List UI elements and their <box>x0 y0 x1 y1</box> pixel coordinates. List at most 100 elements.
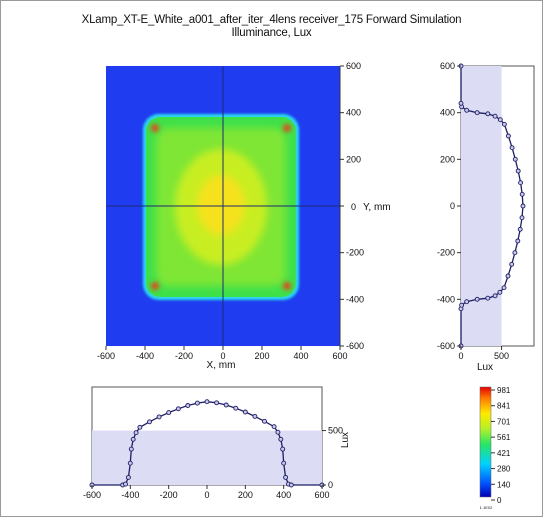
profile-point <box>283 474 289 480</box>
map-y-tick-label: 600 <box>346 61 361 71</box>
horizontal-y-tick-label: 0 <box>328 480 333 490</box>
profile-point <box>194 400 200 406</box>
colorbar-ticks: 981 841 701 561 421 280 140 0 <box>491 386 511 505</box>
colorbar-tick-label: 981 <box>497 386 511 395</box>
map-y-axis: 600 400 200 -200 -400 -600 0 <box>339 61 364 351</box>
map-x-tick-label: -600 <box>97 351 115 361</box>
profile-point <box>281 460 287 466</box>
colorbar-tick-label: 841 <box>497 402 511 411</box>
map-x-tick-label: -400 <box>136 351 154 361</box>
vertical-y-tick-label: -600 <box>437 341 455 351</box>
colorbar-tick-label: 280 <box>497 465 511 474</box>
profile-point <box>271 424 277 430</box>
corner-peak-top-right <box>283 124 291 132</box>
profile-point <box>505 133 511 139</box>
horizontal-y-tick-label: 500 <box>328 426 343 436</box>
map-x-tick-label: 400 <box>293 351 308 361</box>
corner-peak-bottom-left <box>151 282 159 290</box>
vertical-y-tick-label: -200 <box>437 248 455 258</box>
profile-point <box>137 424 143 430</box>
vertical-y-tick-label: 600 <box>440 61 455 71</box>
profile-point <box>497 289 503 295</box>
vertical-y-tick-label: 0 <box>450 201 455 211</box>
profile-point <box>223 402 229 408</box>
profile-point <box>128 446 134 452</box>
title-line-1: XLamp_XT-E_White_a001_after_iter_4lens r… <box>81 14 462 26</box>
horizontal-profile-series <box>89 399 325 488</box>
map-y-label: Y, mm <box>363 202 391 213</box>
map-y-tick-label: -600 <box>346 341 364 351</box>
vertical-x-tick-label: 500 <box>494 351 509 361</box>
profile-point <box>501 285 507 291</box>
map-x-tick-label: 0 <box>220 351 225 361</box>
profile-point <box>509 261 515 267</box>
profile-point <box>519 215 525 221</box>
horizontal-x-tick-label: -200 <box>160 490 178 500</box>
map-x-label: X, mm <box>207 360 236 371</box>
profile-point <box>166 410 172 416</box>
profile-point <box>147 419 152 425</box>
figure-title: XLamp_XT-E_White_a001_after_iter_4lens r… <box>0 14 543 40</box>
horizontal-profile-chart: -600 -400 -200 0 200 400 600 500 0 Lux <box>83 386 351 500</box>
map-y-tick-label: 400 <box>346 108 361 118</box>
colorbar-tick-label: 0 <box>497 496 502 505</box>
corner-peak-bottom-right <box>283 282 291 290</box>
profile-point <box>130 436 136 442</box>
horizontal-profile-axes: -600 -400 -200 0 200 400 600 500 0 <box>83 426 343 500</box>
vertical-y-tick-label: -400 <box>437 294 455 304</box>
profile-point <box>185 403 191 408</box>
map-x-axis: -600 -400 -200 0 200 400 600 <box>97 346 348 361</box>
map-x-tick-label: -200 <box>175 351 193 361</box>
profile-point <box>474 296 480 302</box>
vertical-profile-xlabel: Lux <box>477 362 493 373</box>
profile-point <box>485 111 491 117</box>
profile-point <box>123 481 128 487</box>
illuminance-map: -600 -400 -200 0 200 400 600 600 400 200 -200 -400… <box>97 61 391 371</box>
profile-point <box>509 145 515 151</box>
profile-point <box>214 400 220 406</box>
horizontal-profile-ylabel: Lux <box>340 432 351 448</box>
map-y-tick-label: -400 <box>346 294 364 304</box>
profile-point <box>515 168 521 174</box>
profile-point <box>125 474 131 480</box>
profile-point <box>474 110 480 116</box>
profile-point <box>464 299 470 305</box>
colorbar-tick-label: 140 <box>497 480 511 489</box>
profile-point <box>505 273 511 279</box>
profile-point <box>175 406 181 412</box>
profile-point <box>520 203 526 209</box>
profile-point <box>492 293 498 299</box>
profile-point <box>280 446 286 452</box>
colorbar-gradient <box>479 386 492 498</box>
profile-point <box>517 226 523 232</box>
profile-point <box>275 429 281 435</box>
profile-point <box>497 117 503 123</box>
colorbar-tick-label: 421 <box>497 449 511 458</box>
profile-point <box>512 250 518 256</box>
profile-point <box>501 121 507 127</box>
vertical-y-tick-label: 400 <box>440 108 455 118</box>
profile-point <box>204 399 210 405</box>
profile-point <box>156 414 162 420</box>
profile-point <box>492 113 498 119</box>
corner-peak-top-left <box>151 124 159 132</box>
title-line-2: Illuminance, Lux <box>231 27 312 39</box>
horizontal-x-tick-label: 0 <box>204 490 209 500</box>
vertical-profile-series <box>458 63 526 349</box>
profile-point <box>133 430 139 436</box>
vertical-x-tick-label: 0 <box>458 351 463 361</box>
horizontal-x-tick-label: 200 <box>238 490 253 500</box>
profile-point <box>458 100 464 106</box>
map-y-tick-label: 200 <box>346 154 361 164</box>
profile-point <box>288 482 294 488</box>
profile-point <box>485 295 491 301</box>
colorbar-tick-label: 561 <box>497 433 511 442</box>
profile-point <box>278 436 284 442</box>
horizontal-x-tick-label: -600 <box>83 490 101 500</box>
profile-point <box>127 460 133 466</box>
horizontal-x-tick-label: -400 <box>121 490 139 500</box>
colorbar-note: 1.1E02 <box>480 505 493 510</box>
map-x-tick-label: 600 <box>332 351 347 361</box>
